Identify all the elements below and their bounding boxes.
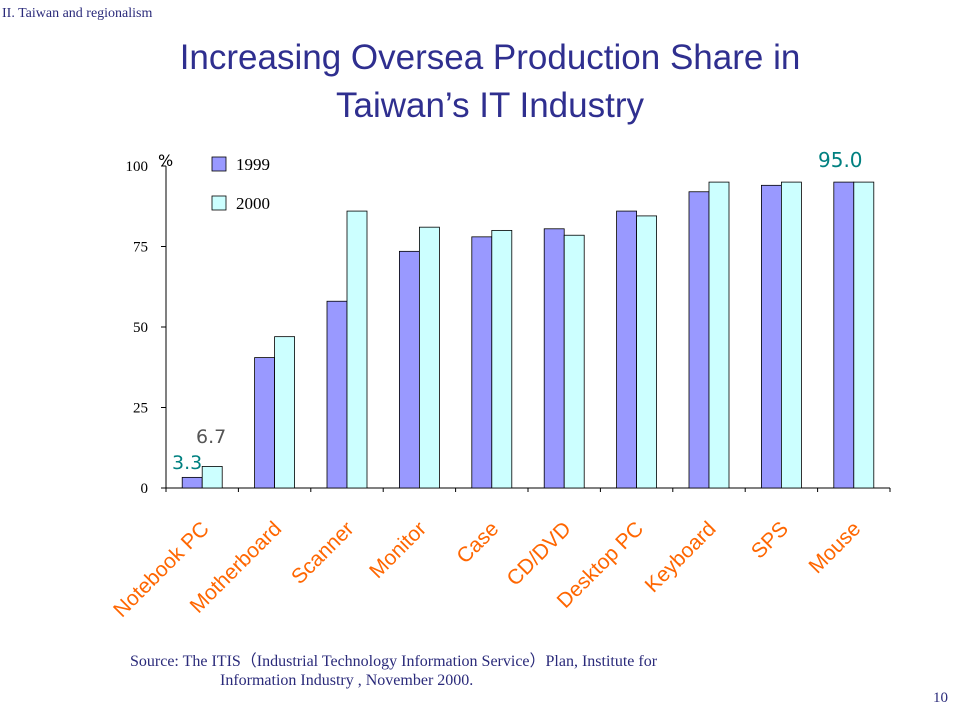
- category-label: SPS: [747, 517, 793, 563]
- bar-1999-motherboard: [254, 357, 276, 489]
- title-line-1: Increasing Oversea Production Share in: [179, 38, 801, 77]
- legend-swatch-2000: [211, 195, 227, 211]
- legend-label-2000: 2000: [236, 194, 270, 213]
- bar-2000-keyboard: [708, 181, 730, 489]
- section-label: II. Taiwan and regionalism: [2, 6, 153, 21]
- y-tick-label: 100: [126, 159, 149, 175]
- bar-2000-case: [491, 229, 513, 489]
- source-line-1: Source: The ITIS（Industrial Technology I…: [130, 653, 658, 670]
- bar-1999-notebook-pc: [181, 476, 203, 489]
- category-label: Case: [452, 517, 503, 568]
- category-label: Monitor: [365, 517, 431, 583]
- title-line-2: Taiwan’s IT Industry: [335, 86, 644, 125]
- bar-2000-notebook-pc: [201, 466, 223, 489]
- category-label: Scanner: [287, 517, 359, 589]
- bar-1999-scanner: [326, 300, 348, 489]
- data-label-mouse: 95.0: [818, 148, 863, 172]
- legend-swatch-1999: [211, 156, 227, 172]
- y-tick-label: 0: [141, 481, 149, 497]
- y-axis-label: %: [158, 151, 173, 170]
- bar-2000-mouse: [853, 181, 875, 489]
- data-label-notebook-1999: 3.3: [172, 452, 202, 474]
- legend-label-1999: 1999: [236, 155, 270, 174]
- bar-2000-sps: [781, 181, 802, 489]
- source-note: Source: The ITIS（Industrial Technology I…: [130, 652, 850, 690]
- y-tick-label: 50: [133, 320, 148, 336]
- bar-1999-mouse: [833, 181, 855, 489]
- bar-1999-keyboard: [688, 191, 710, 489]
- category-label: Keyboard: [641, 517, 721, 597]
- bar-1999-monitor: [398, 250, 420, 489]
- bar-2000-monitor: [418, 226, 440, 489]
- bar-1999-desktop-pc: [616, 210, 637, 489]
- bar-1999-case: [471, 236, 493, 489]
- source-line-2: Information Industry , November 2000.: [220, 672, 474, 689]
- category-label: CD/DVD: [503, 517, 576, 590]
- bar-2000-scanner: [346, 210, 368, 489]
- bar-2000-motherboard: [274, 336, 296, 489]
- bar-2000-desktop-pc: [636, 215, 657, 489]
- data-label-notebook-2000: 6.7: [196, 426, 226, 448]
- bar-2000-cd-dvd: [563, 234, 585, 489]
- category-label: Mouse: [805, 517, 866, 578]
- bar-1999-sps: [761, 184, 782, 489]
- y-tick-label: 75: [133, 240, 148, 256]
- page-number: 10: [933, 690, 948, 706]
- page-title: Increasing Oversea Production Share in T…: [0, 34, 960, 130]
- bar-1999-cd-dvd: [543, 228, 565, 489]
- y-tick-label: 25: [133, 401, 148, 417]
